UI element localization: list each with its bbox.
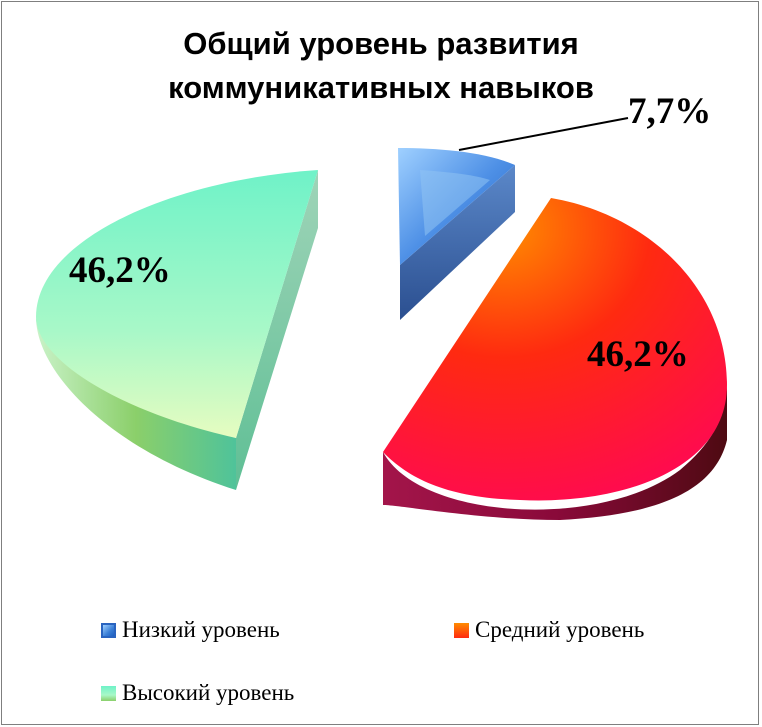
legend-label-mid: Средний уровень <box>475 617 645 642</box>
legend-label-low: Низкий уровень <box>122 617 280 642</box>
legend-item-high: Высокий уровень <box>101 680 294 706</box>
legend-item-mid: Средний уровень <box>454 617 644 643</box>
chart-title-line-2: коммуникативных навыков <box>168 70 594 105</box>
legend-swatch-low <box>101 622 116 638</box>
legend-item-low: Низкий уровень <box>101 617 280 643</box>
data-label-low: 7,7% <box>628 91 711 132</box>
slice-mid-top <box>383 198 727 501</box>
slice-low-side <box>400 165 515 320</box>
data-label-high: 46,2% <box>69 250 171 291</box>
chart-title: Общий уровень развития коммуникативных н… <box>0 22 762 110</box>
legend-swatch-high <box>101 685 116 701</box>
slice-mid <box>383 198 727 520</box>
slice-mid-side <box>383 385 727 520</box>
slice-high-top <box>36 170 318 438</box>
legend-label-high: Высокий уровень <box>122 680 295 705</box>
slice-low <box>398 148 515 320</box>
slice-low-highlight <box>420 170 490 236</box>
slice-high-cut <box>236 170 318 490</box>
leader-line-low <box>458 117 629 151</box>
slice-high <box>36 170 318 490</box>
chart-title-line-1: Общий уровень развития <box>183 26 579 61</box>
legend-swatch-mid <box>454 622 469 638</box>
data-label-mid: 46,2% <box>587 334 689 375</box>
